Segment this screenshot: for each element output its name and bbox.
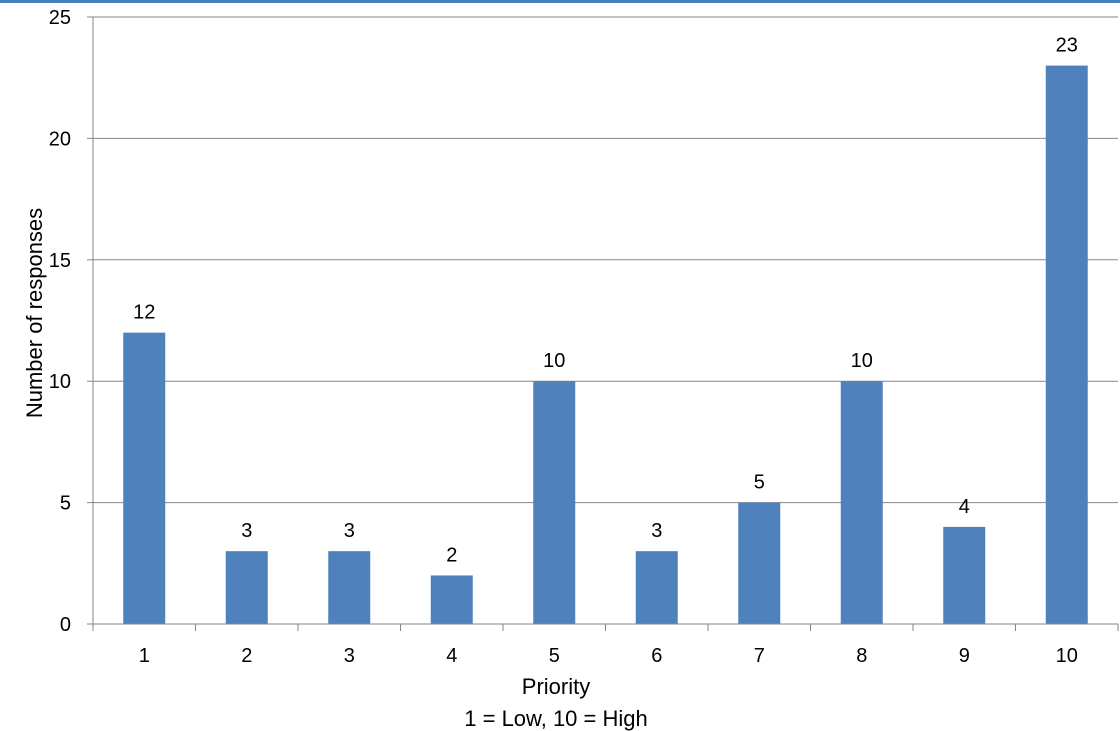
bar [533,381,575,624]
data-label: 3 [651,520,662,542]
data-label: 3 [241,520,252,542]
data-labels: 12 3 3 2 10 3 5 10 4 23 [133,35,1078,567]
x-tick-label: 1 [139,645,150,667]
bar [123,333,165,624]
data-label: 4 [959,496,970,518]
y-tick-label: 5 [60,493,71,515]
data-label: 2 [446,544,457,566]
y-axis-title: Number of responses [22,208,47,418]
x-tick-label: 7 [754,645,765,667]
bar [226,551,268,624]
data-label: 10 [851,350,873,372]
y-tick-label: 20 [49,128,71,150]
x-axis-subtitle: 1 = Low, 10 = High [464,706,647,731]
x-tick-label: 10 [1056,645,1078,667]
bar [841,381,883,624]
y-tick-label: 10 [49,371,71,393]
bars-group [123,66,1088,624]
x-tick-label: 5 [549,645,560,667]
y-tick-label: 25 [49,7,71,29]
bar [738,503,780,624]
y-tick-label: 0 [60,614,71,636]
x-axis-title: Priority [522,674,590,699]
x-tick-label: 6 [651,645,662,667]
x-tick-labels: 1 2 3 4 5 6 7 8 9 10 [93,624,1118,667]
x-tick-label: 2 [241,645,252,667]
y-tick-labels: 0 5 10 15 20 25 [49,7,93,636]
data-label: 5 [754,472,765,494]
y-tick-label: 15 [49,250,71,272]
bar [943,527,985,624]
data-label: 12 [133,302,155,324]
x-tick-label: 8 [856,645,867,667]
data-label: 10 [543,350,565,372]
x-tick-label: 9 [959,645,970,667]
bar [431,575,473,624]
bar [328,551,370,624]
x-tick-label: 3 [344,645,355,667]
gridlines [93,17,1118,503]
bar [1046,66,1088,624]
x-tick-label: 4 [446,645,457,667]
data-label: 3 [344,520,355,542]
bar [636,551,678,624]
data-label: 23 [1056,35,1078,57]
